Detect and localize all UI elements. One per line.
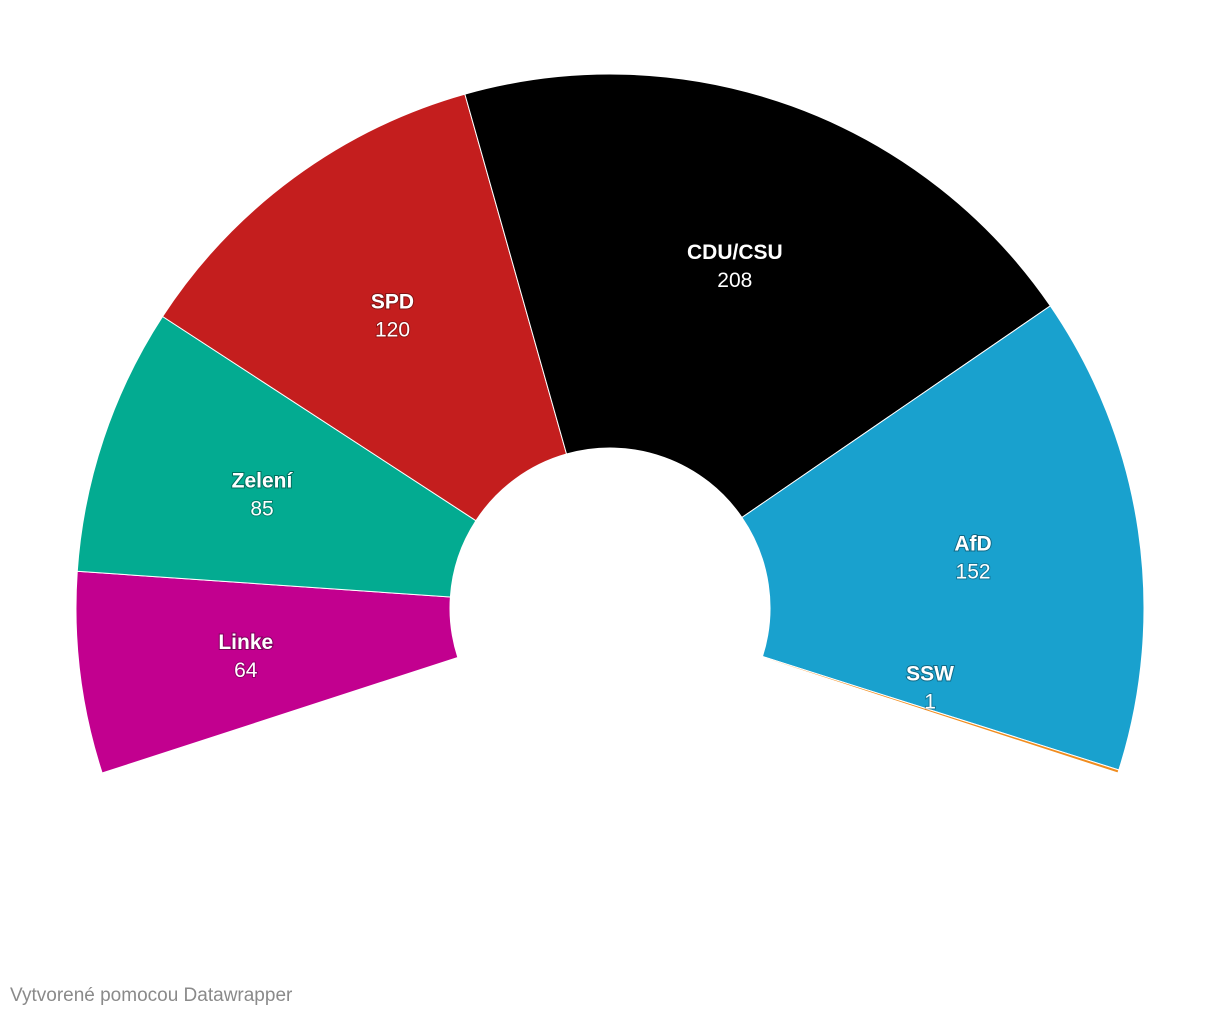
segment-afd [741,305,1145,771]
segment-zeleni [76,315,477,598]
segment-cdu-csu [464,73,1052,519]
segment-spd [161,93,568,522]
segment-ssw [761,655,1120,774]
label-afd: AfD [954,532,991,555]
label-zeleni: Zelení [232,469,294,492]
value-afd: 152 [956,560,991,583]
chart-labels: Linke 64 Zelení 85 SPD 120 CDU/CSU 208 AfD 152 SSW… [217,240,992,715]
label-spd: SPD [371,290,414,313]
value-linke: 64 [234,659,258,682]
value-cdu-csu: 208 [717,269,752,292]
segment-linke [75,570,459,774]
value-ssw: 1 [924,691,936,714]
chart-segments [75,73,1145,774]
value-spd: 120 [375,318,410,341]
label-ssw: SSW [906,663,954,686]
value-zeleni: 85 [250,497,273,520]
label-linke: Linke [218,631,273,654]
credit-text: Vytvorené pomocou Datawrapper [10,985,293,1006]
label-cdu-csu: CDU/CSU [687,241,783,264]
